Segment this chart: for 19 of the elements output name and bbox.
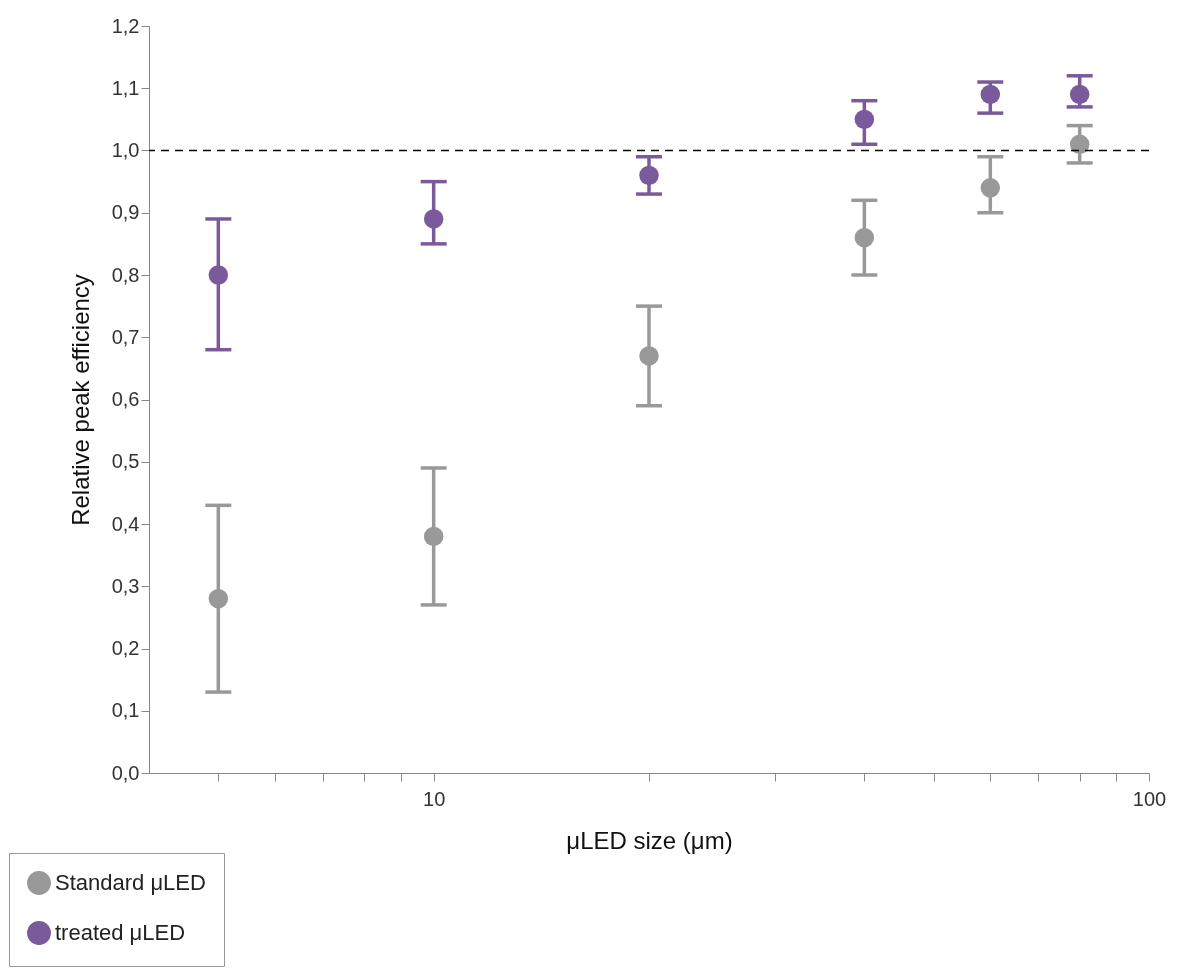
x-axis-title: μLED size (μm) — [566, 826, 733, 854]
y-tick-label: 1,0 — [111, 139, 140, 161]
y-tick-label: 0,8 — [111, 263, 140, 286]
y-tick-label: 1,1 — [111, 76, 140, 99]
legend-label: Standard μLED — [55, 870, 206, 895]
legend-label: treated μLED — [55, 920, 186, 945]
y-tick-label: 0,5 — [111, 450, 140, 473]
x-tick-label: 10 — [423, 787, 446, 810]
y-tick-label: 0,3 — [111, 574, 140, 597]
y-tick-label: 0,4 — [111, 512, 140, 535]
y-tick-label: 0,7 — [111, 325, 140, 348]
x-tick-label: 100 — [1132, 787, 1167, 810]
y-tick-label: 0,9 — [111, 201, 140, 224]
y-tick-label: 1,2 — [111, 14, 140, 37]
y-tick-label: 0,1 — [111, 699, 140, 722]
y-axis-title: Relative peak efficiency — [66, 274, 94, 526]
y-tick-label: 0,2 — [111, 637, 140, 659]
y-tick-label: 0,0 — [111, 761, 140, 784]
y-tick-label: 0,6 — [111, 388, 140, 410]
